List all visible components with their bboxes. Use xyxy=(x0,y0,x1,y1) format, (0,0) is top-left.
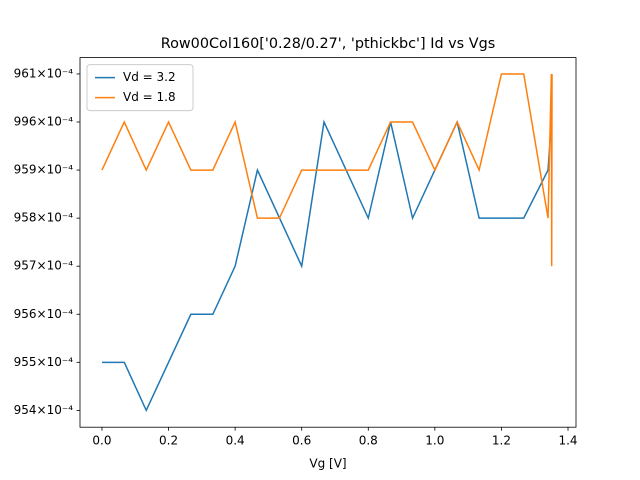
x-tick-label: 0.4 xyxy=(226,434,245,448)
y-tick-label: 996×10⁻⁴ xyxy=(14,115,74,129)
x-tick-label: 0.8 xyxy=(359,434,378,448)
x-tick-label: 0.0 xyxy=(92,434,111,448)
y-tick-label: 957×10⁻⁴ xyxy=(14,259,74,273)
y-tick-label: 959×10⁻⁴ xyxy=(14,163,74,177)
series-line xyxy=(101,73,553,267)
y-tick-label: 955×10⁻⁴ xyxy=(14,355,74,369)
y-tick-label: 954×10⁻⁴ xyxy=(14,403,74,417)
y-tick-label: 956×10⁻⁴ xyxy=(14,307,74,321)
x-tick-label: 1.0 xyxy=(425,434,444,448)
y-tick-label: 958×10⁻⁴ xyxy=(14,211,74,225)
legend-label: Vd = 1.8 xyxy=(123,90,176,104)
chart-title: Row00Col160['0.28/0.27', 'pthickbc'] Id … xyxy=(161,36,495,52)
x-tick-label: 1.2 xyxy=(492,434,511,448)
plot-frame xyxy=(79,57,577,428)
legend-label: Vd = 3.2 xyxy=(123,70,176,84)
y-tick-label: 961×10⁻⁴ xyxy=(14,66,74,80)
series-line xyxy=(101,119,553,413)
x-tick-label: 0.6 xyxy=(292,434,311,448)
x-axis-label: Vg [V] xyxy=(309,457,346,471)
x-tick-label: 1.4 xyxy=(558,434,577,448)
legend-box xyxy=(86,64,194,112)
x-tick-label: 0.2 xyxy=(159,434,178,448)
